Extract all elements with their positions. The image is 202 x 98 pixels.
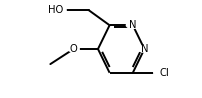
Text: N: N bbox=[129, 20, 137, 30]
Circle shape bbox=[126, 22, 139, 28]
Text: O: O bbox=[70, 44, 77, 54]
Circle shape bbox=[50, 6, 66, 14]
Circle shape bbox=[138, 46, 151, 52]
Text: Cl: Cl bbox=[159, 68, 169, 78]
Circle shape bbox=[154, 69, 169, 76]
Circle shape bbox=[68, 46, 79, 52]
Text: N: N bbox=[141, 44, 148, 54]
Text: HO: HO bbox=[48, 5, 63, 15]
